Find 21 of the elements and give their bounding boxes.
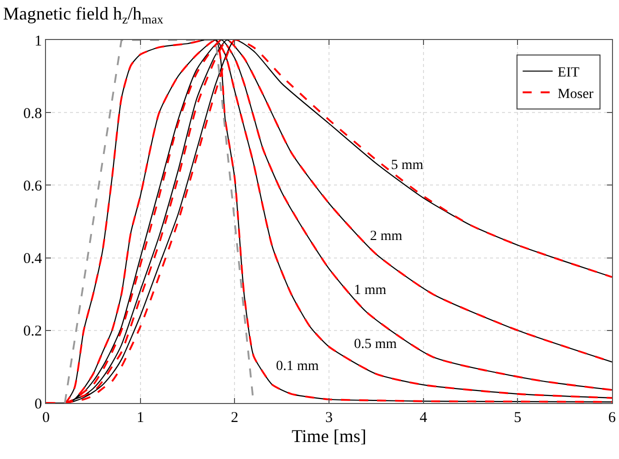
annotation: 5 mm bbox=[391, 158, 424, 173]
y-tick-label: 0.6 bbox=[23, 178, 42, 194]
annotation: 1 mm bbox=[354, 283, 386, 298]
chart-title: Magnetic field h$_{z}$/h$_{max}$ bbox=[3, 3, 164, 26]
annotation: 2 mm bbox=[370, 229, 402, 244]
annotation: 0.1 mm bbox=[276, 359, 319, 374]
y-tick-label: 0 bbox=[34, 396, 42, 412]
x-tick-label: 5 bbox=[514, 410, 522, 426]
y-tick-label: 1 bbox=[34, 33, 42, 50]
legend-label: Moser bbox=[558, 86, 594, 102]
x-tick-label: 1 bbox=[136, 410, 144, 426]
x-tick-label: 3 bbox=[325, 410, 333, 426]
annotation: 0.5 mm bbox=[354, 337, 397, 352]
x-tick-label: 4 bbox=[420, 410, 428, 426]
x-axis-title: Time [ms] bbox=[292, 426, 366, 446]
x-tick-label: 6 bbox=[608, 410, 616, 426]
x-tick-label: 2 bbox=[230, 410, 238, 426]
y-tick-label: 0.2 bbox=[23, 324, 42, 340]
y-tick-label: 0.8 bbox=[23, 106, 42, 122]
legend-label: EIT bbox=[558, 66, 580, 81]
y-tick-label: 0.4 bbox=[23, 251, 42, 268]
